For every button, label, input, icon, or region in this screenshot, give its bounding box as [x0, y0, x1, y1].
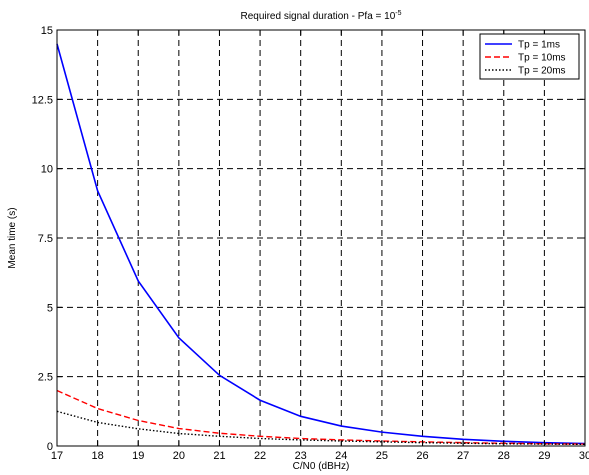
x-axis-label: C/N0 (dBHz) [293, 461, 350, 472]
x-tick-label: 18 [91, 450, 103, 462]
y-tick-label: 10 [41, 164, 53, 176]
x-tick-label: 17 [51, 450, 63, 462]
ticks [56, 29, 586, 447]
y-tick-label: 7.5 [38, 233, 53, 245]
series-line [56, 43, 586, 445]
x-tick-label: 28 [498, 450, 510, 462]
series-line [56, 410, 586, 446]
x-tick-label: 25 [376, 450, 388, 462]
x-tick-label: 20 [173, 450, 185, 462]
y-axis-label: Mean time (s) [7, 207, 18, 268]
legend-label: Tp = 20ms [518, 66, 566, 77]
x-tick-label: 24 [335, 450, 347, 462]
chart-title-text: Required signal duration - Pfa = 10 [240, 11, 395, 22]
tick-labels: 17 18 19 20 21 22 23 24 25 26 27 28 29 30 0 2.5 5 7.5 10 12… [32, 25, 589, 462]
x-tick-label: 29 [538, 450, 550, 462]
x-tick-label: 22 [254, 450, 266, 462]
x-tick-label: 21 [213, 450, 225, 462]
x-tick-label: 26 [416, 450, 428, 462]
y-tick-label: 15 [41, 25, 53, 37]
x-tick-label: 23 [295, 450, 307, 462]
y-tick-label: 5 [47, 302, 53, 314]
x-tick-label: 30 [579, 450, 589, 462]
chart-title: Required signal duration - Pfa = 10-5 [240, 10, 401, 22]
series-layer [56, 43, 586, 446]
y-tick-label: 2.5 [38, 372, 53, 384]
y-tick-label: 12.5 [32, 94, 53, 106]
legend-label: Tp = 1ms [518, 40, 560, 51]
legend: Tp = 1ms Tp = 10ms Tp = 20ms [479, 33, 580, 80]
legend-label: Tp = 10ms [518, 53, 566, 64]
y-tick-label: 0 [47, 441, 53, 453]
chart-title-exponent: -5 [395, 10, 401, 17]
x-tick-label: 27 [457, 450, 469, 462]
grid [57, 30, 585, 446]
x-tick-label: 19 [132, 450, 144, 462]
